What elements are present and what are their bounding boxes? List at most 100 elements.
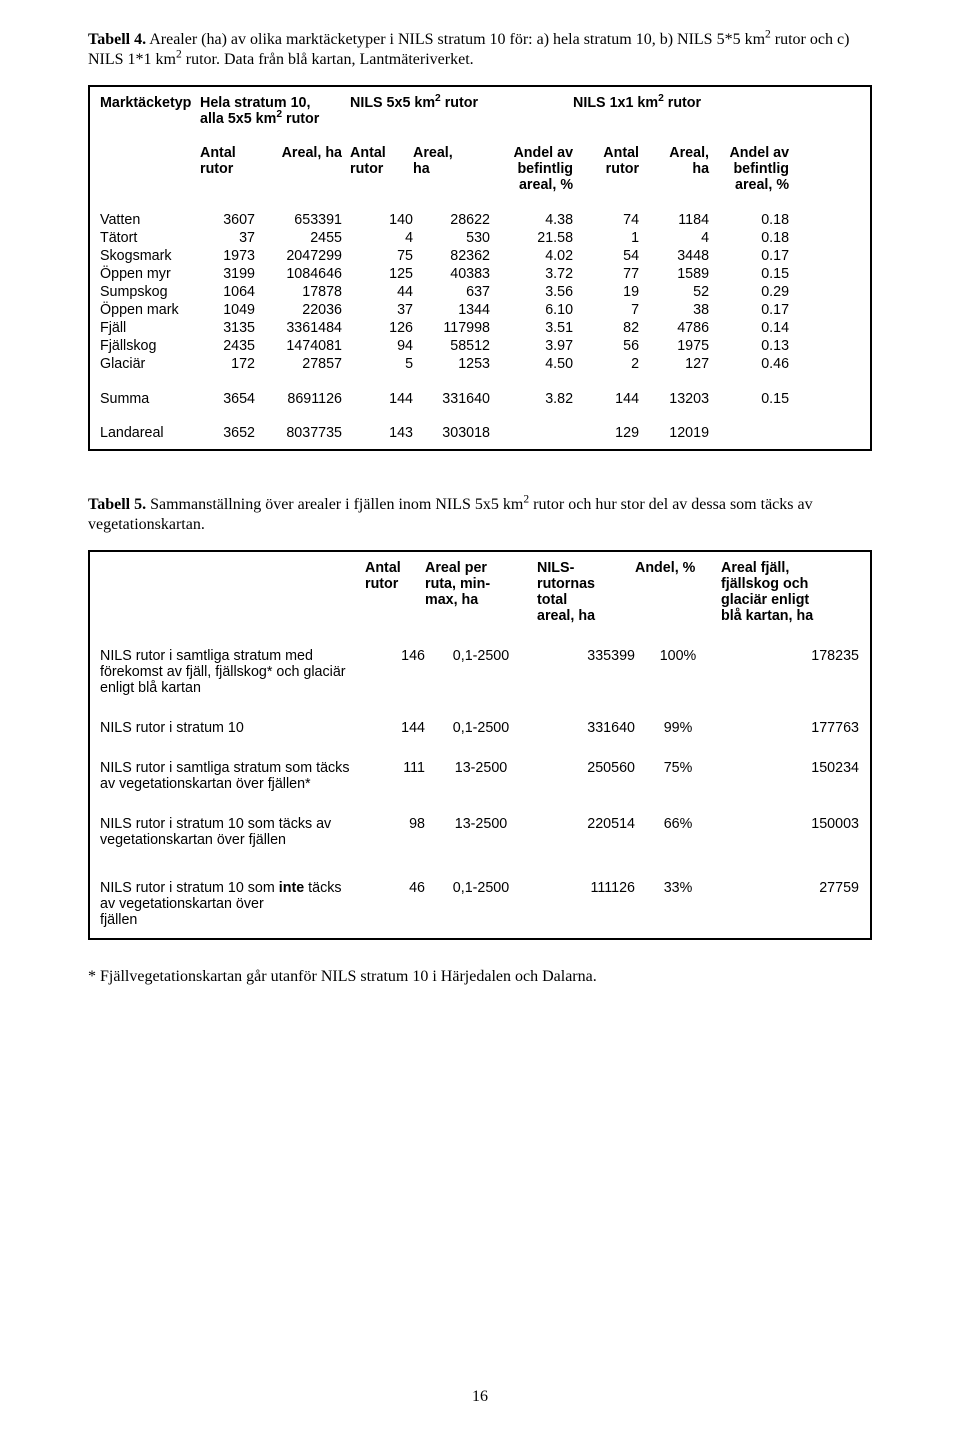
table-row: Landareal36528037735143303018 12912019 <box>89 425 871 441</box>
t4-cell: 3199 <box>200 265 255 283</box>
t5-h-arealfjall: Areal fjäll,fjällskog ochglaciär enligtb… <box>721 551 859 624</box>
t4-cell: 38 <box>639 301 709 319</box>
t4-cell-name: Sumpskog <box>89 283 200 301</box>
t4-cell: 5 <box>350 355 413 373</box>
t4-cell: 21.58 <box>490 229 573 247</box>
t5-h-antal: Antalrutor <box>365 551 425 624</box>
t4-h2-andel2: Andel avbefintligareal, % <box>709 127 789 193</box>
t5-cell: 0,1-2500 <box>425 718 537 736</box>
t4-cell: 1589 <box>639 265 709 283</box>
t5-cell: 146 <box>365 646 425 696</box>
t5-row-label: NILS rutor i stratum 10 som täcks av veg… <box>89 814 365 848</box>
page-number: 16 <box>0 1388 960 1406</box>
t4-cell: 75 <box>350 247 413 265</box>
t4-cell: 58512 <box>413 337 490 355</box>
t4-cell: 1973 <box>200 247 255 265</box>
t5-cell: 250560 <box>537 758 635 792</box>
t4-cell: 0.18 <box>709 211 789 229</box>
t5-cell: 100% <box>635 646 721 696</box>
t5-h-nils: NILS-rutornastotalareal, ha <box>537 551 635 624</box>
t4-cell: 52 <box>639 283 709 301</box>
t4-cell: 125 <box>350 265 413 283</box>
t4-cell: 1344 <box>413 301 490 319</box>
t4-h-5x5: NILS 5x5 km2 rutor <box>350 86 573 127</box>
t4-cell: 1253 <box>413 355 490 373</box>
t4-cell: 140 <box>350 211 413 229</box>
t5-h-arealper: Areal perruta, min-max, ha <box>425 551 537 624</box>
t4-cell-name: Skogsmark <box>89 247 200 265</box>
t4-cell: 143 <box>350 425 413 441</box>
t4-h2-areal1: Areal, ha <box>255 127 350 193</box>
t5-cell: 111 <box>365 758 425 792</box>
t4-cell: 1184 <box>639 211 709 229</box>
t5-cell: 150234 <box>721 758 859 792</box>
t4-cell: 27857 <box>255 355 350 373</box>
t4-cell: 44 <box>350 283 413 301</box>
t4-cell: 4.50 <box>490 355 573 373</box>
t4-cell: 1474081 <box>255 337 350 355</box>
table5: Antalrutor Areal perruta, min-max, ha NI… <box>88 550 872 940</box>
t4-cell: 303018 <box>413 425 490 441</box>
t5-row-label: NILS rutor i stratum 10 som inte täcks a… <box>89 878 365 928</box>
t5-cell: 99% <box>635 718 721 736</box>
t4-cell: 4786 <box>639 319 709 337</box>
t4-cell: 2 <box>573 355 639 373</box>
t4-cell: 22036 <box>255 301 350 319</box>
t4-cell: 82 <box>573 319 639 337</box>
table-row: NILS rutor i samtliga stratum som täcks … <box>89 758 871 792</box>
t5-cell: 220514 <box>537 814 635 848</box>
t4-h2-antal3: Antalrutor <box>573 127 639 193</box>
t4-cell-name: Landareal <box>89 425 200 441</box>
t5-cell: 0,1-2500 <box>425 878 537 928</box>
t4-cell: 653391 <box>255 211 350 229</box>
t4-cell: 637 <box>413 283 490 301</box>
t4-cell: 56 <box>573 337 639 355</box>
table-row: NILS rutor i stratum 10 som täcks av veg… <box>89 814 871 848</box>
t5-cell: 178235 <box>721 646 859 696</box>
t4-cell: 40383 <box>413 265 490 283</box>
t4-cell: 4.38 <box>490 211 573 229</box>
t5-cell: 177763 <box>721 718 859 736</box>
t5-cell: 144 <box>365 718 425 736</box>
t4-h2-antal1: Antalrutor <box>200 127 255 193</box>
t4-cell: 0.15 <box>709 265 789 283</box>
table-row: Summa365486911261443316403.82144132030.1… <box>89 391 871 407</box>
t5-cell: 111126 <box>537 878 635 928</box>
t4-cell: 94 <box>350 337 413 355</box>
table-row: Vatten3607653391140286224.387411840.18 <box>89 211 871 229</box>
footnote: * Fjällvegetationskartan går utanför NIL… <box>88 968 872 986</box>
t4-cell: 7 <box>573 301 639 319</box>
t5-h-andel: Andel, % <box>635 551 721 624</box>
t4-cell-name: Tätort <box>89 229 200 247</box>
t4-cell: 129 <box>573 425 639 441</box>
t4-cell: 4.02 <box>490 247 573 265</box>
t5-cell: 27759 <box>721 878 859 928</box>
t4-cell: 19 <box>573 283 639 301</box>
t4-cell: 8691126 <box>255 391 350 407</box>
t4-cell: 172 <box>200 355 255 373</box>
t4-cell: 126 <box>350 319 413 337</box>
t5-cell: 46 <box>365 878 425 928</box>
t4-cell: 0.29 <box>709 283 789 301</box>
t4-cell: 13203 <box>639 391 709 407</box>
t4-cell: 1049 <box>200 301 255 319</box>
t4-h-1x1: NILS 1x1 km2 rutor <box>573 86 789 127</box>
t4-cell: 3652 <box>200 425 255 441</box>
t5-cell: 13-2500 <box>425 814 537 848</box>
t4-cell <box>490 425 573 441</box>
t4-cell: 0.17 <box>709 247 789 265</box>
t5-row-label: NILS rutor i samtliga stratum med föreko… <box>89 646 365 696</box>
t4-cell: 0.15 <box>709 391 789 407</box>
table-row: NILS rutor i stratum 101440,1-2500331640… <box>89 718 871 736</box>
t4-cell: 3.72 <box>490 265 573 283</box>
t5-cell: 75% <box>635 758 721 792</box>
t4-cell: 0.13 <box>709 337 789 355</box>
table5-label: Tabell 5. <box>88 496 146 513</box>
t4-cell: 1064 <box>200 283 255 301</box>
table-row: Sumpskog106417878446373.5619520.29 <box>89 283 871 301</box>
t4-cell: 0.46 <box>709 355 789 373</box>
t4-cell: 8037735 <box>255 425 350 441</box>
table4-caption: Tabell 4. Arealer (ha) av olika marktäck… <box>88 30 872 71</box>
t5-row-label: NILS rutor i stratum 10 <box>89 718 365 736</box>
t4-cell: 12019 <box>639 425 709 441</box>
